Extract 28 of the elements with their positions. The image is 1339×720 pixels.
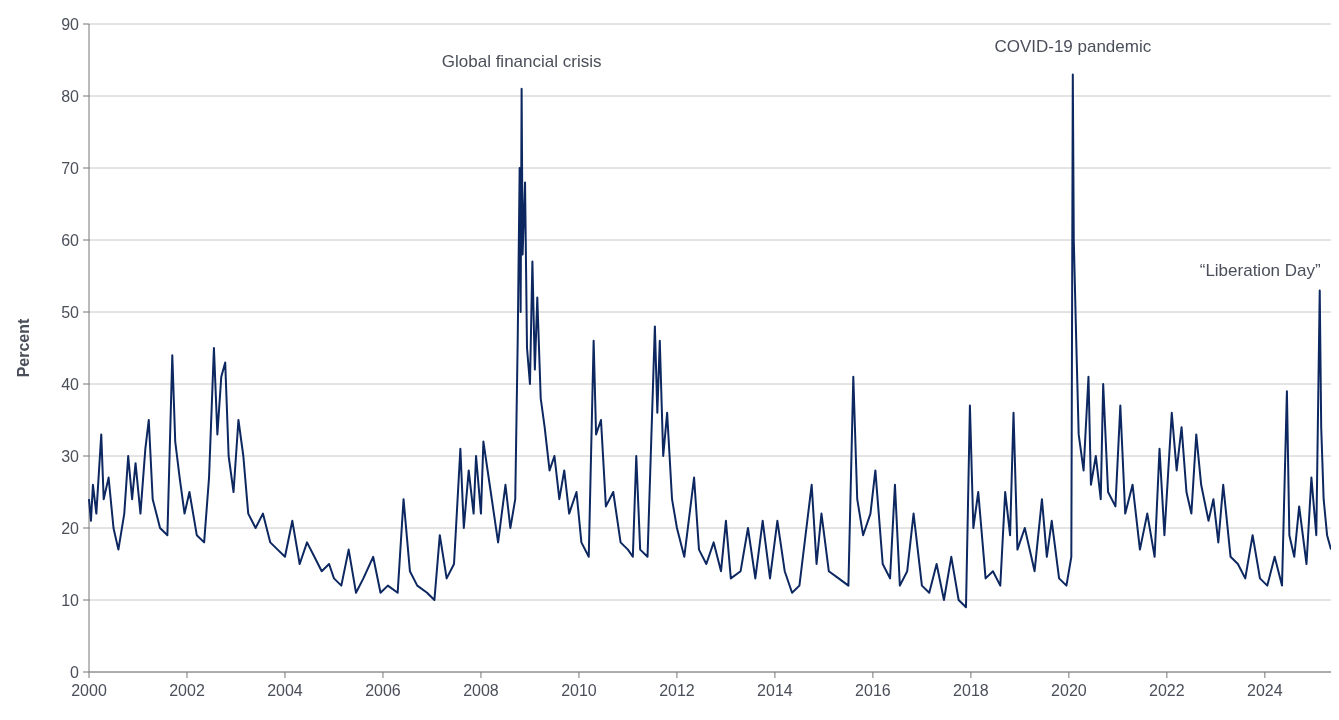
y-tick-label: 70 [61, 159, 80, 177]
annotation: “Liberation Day” [1199, 261, 1321, 280]
y-tick-label: 90 [61, 15, 80, 33]
y-tick-label: 80 [61, 87, 80, 105]
x-tick-label: 2018 [953, 682, 989, 699]
x-tick-label: 2014 [757, 682, 793, 699]
y-tick-label: 30 [61, 447, 80, 465]
y-tick-label: 10 [61, 591, 80, 609]
y-tick-label: 50 [61, 303, 80, 321]
x-tick-label: 2008 [463, 682, 499, 699]
x-tick-label: 2020 [1051, 682, 1087, 699]
x-tick-label: 2010 [561, 682, 597, 699]
annotation: Global financial crisis [441, 51, 602, 71]
x-tick-label: 2022 [1149, 682, 1185, 699]
annotation: COVID-19 pandemic [994, 37, 1152, 57]
y-tick-label: 40 [61, 375, 80, 393]
line-series [88, 73, 1331, 609]
y-axis-title: Percent [15, 317, 33, 378]
y-tick-label: 60 [61, 231, 80, 249]
y-tick-label: 20 [61, 519, 80, 537]
x-tick-label: 2024 [1247, 682, 1283, 699]
x-tick-label: 2004 [267, 682, 303, 699]
x-tick-label: 2000 [71, 682, 107, 699]
x-tick-label: 2002 [169, 682, 205, 699]
x-tick-label: 2006 [365, 682, 401, 699]
x-tick-label: 2012 [659, 682, 695, 699]
x-tick-label: 2016 [855, 682, 891, 699]
y-tick-label: 0 [70, 663, 80, 681]
